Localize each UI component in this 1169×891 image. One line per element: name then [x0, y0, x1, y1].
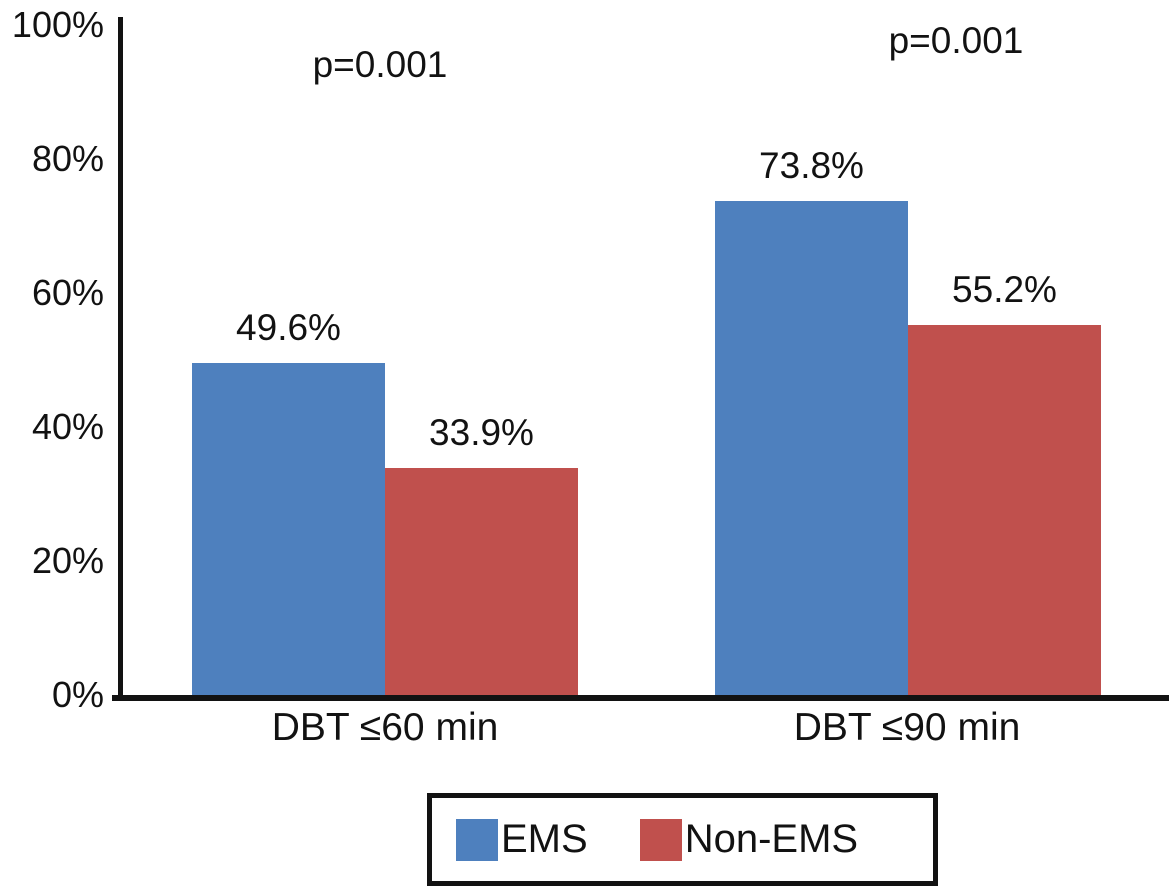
bar-ems-group1 — [715, 201, 908, 695]
p-value-annotation: p=0.001 — [888, 20, 1024, 61]
x-axis-line — [112, 695, 1169, 701]
bar-value-label: 55.2% — [952, 269, 1057, 310]
y-axis-line — [118, 17, 123, 700]
bar-group-dbt60: 49.6% 33.9% — [192, 25, 578, 695]
bar-group-dbt90: 73.8% 55.2% — [715, 25, 1101, 695]
x-category-label-dbt60: DBT ≤60 min — [271, 706, 499, 749]
bar-value-label: 73.8% — [759, 145, 864, 186]
x-category-label-dbt90: DBT ≤90 min — [793, 706, 1021, 749]
legend-label-non-ems: Non-EMS — [684, 817, 859, 861]
ems-color-swatch — [456, 818, 498, 861]
y-axis-tick-labels: 100% 80% 60% 40% 20% 0% — [0, 4, 112, 715]
bar-non-ems-group0 — [385, 468, 578, 695]
bar-ems-group0 — [192, 363, 385, 695]
y-tick-label: 20% — [31, 540, 104, 581]
bar-non-ems-group1 — [908, 325, 1101, 695]
plot-area: 49.6% 33.9% 73.8% 55.2% — [112, 17, 1169, 701]
y-tick-label: 100% — [11, 4, 104, 45]
legend-item-non-ems: Non-EMS — [639, 817, 859, 862]
p-value-annotation: p=0.001 — [312, 44, 448, 85]
non-ems-color-swatch — [639, 818, 682, 861]
y-tick-label: 60% — [31, 272, 104, 313]
bar-value-label: 33.9% — [429, 412, 534, 453]
legend-label-ems: EMS — [501, 817, 588, 861]
bar-value-label: 49.6% — [236, 307, 341, 348]
legend: EMS Non-EMS — [427, 793, 938, 886]
y-tick-label: 0% — [51, 674, 104, 715]
y-tick-label: 40% — [31, 406, 104, 447]
legend-item-ems: EMS — [456, 817, 588, 862]
y-tick-label: 80% — [31, 138, 104, 179]
